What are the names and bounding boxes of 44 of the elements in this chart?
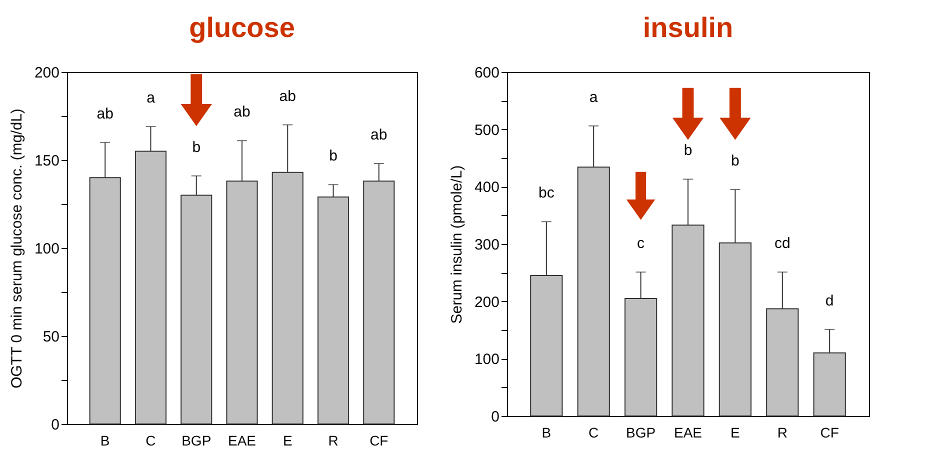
- y-tick-label: 400: [474, 179, 500, 196]
- x-tick-label: EAE: [228, 432, 256, 448]
- x-tick-label: CF: [820, 424, 839, 440]
- annotation: b: [731, 152, 740, 170]
- y-axis-title: OGTT 0 min serum glucose conc. (mg/dL): [8, 108, 26, 388]
- x-tick-label: C: [146, 432, 156, 448]
- y-tick-label: 200: [474, 294, 500, 311]
- y-tick-label: 500: [474, 122, 500, 139]
- annotation: b: [329, 148, 338, 165]
- y-tick-label: 0: [51, 416, 60, 434]
- annotation: a: [146, 90, 156, 107]
- y-axis-title: Serum insulin (pmole/L): [448, 165, 466, 324]
- annotation: bc: [538, 184, 555, 202]
- annotation: a: [589, 88, 598, 106]
- y-tick-label: 0: [491, 408, 500, 426]
- annotation: d: [825, 292, 834, 310]
- chart-title: glucose: [189, 12, 295, 43]
- x-tick-label: CF: [370, 432, 388, 448]
- y-tick-label: 200: [34, 64, 60, 82]
- annotation: cd: [774, 235, 790, 252]
- x-tick-label: B: [542, 424, 552, 440]
- x-tick-label: BGP: [182, 432, 212, 448]
- annotation: b: [192, 138, 201, 156]
- annotation: ab: [96, 105, 114, 122]
- chart-title: insulin: [642, 12, 734, 43]
- y-tick-label: 150: [34, 152, 60, 170]
- x-tick-label: EAE: [674, 424, 702, 440]
- x-tick-label: BGP: [626, 424, 656, 440]
- x-tick-label: C: [588, 424, 599, 440]
- x-tick-label: B: [100, 432, 110, 448]
- y-tick-label: 100: [34, 240, 60, 258]
- annotation: ab: [370, 126, 388, 144]
- y-tick-label: 100: [474, 351, 500, 368]
- x-tick-label: R: [777, 424, 788, 440]
- y-tick-label: 300: [474, 236, 500, 254]
- x-tick-label: R: [328, 432, 338, 448]
- x-tick-label: E: [282, 432, 292, 448]
- annotation: ab: [279, 88, 296, 105]
- annotation: b: [684, 142, 692, 160]
- annotation: ab: [234, 104, 250, 121]
- y-tick-label: 50: [42, 328, 60, 346]
- annotation: c: [637, 235, 646, 252]
- x-tick-label: E: [730, 424, 740, 440]
- y-tick-label: 600: [474, 64, 500, 82]
